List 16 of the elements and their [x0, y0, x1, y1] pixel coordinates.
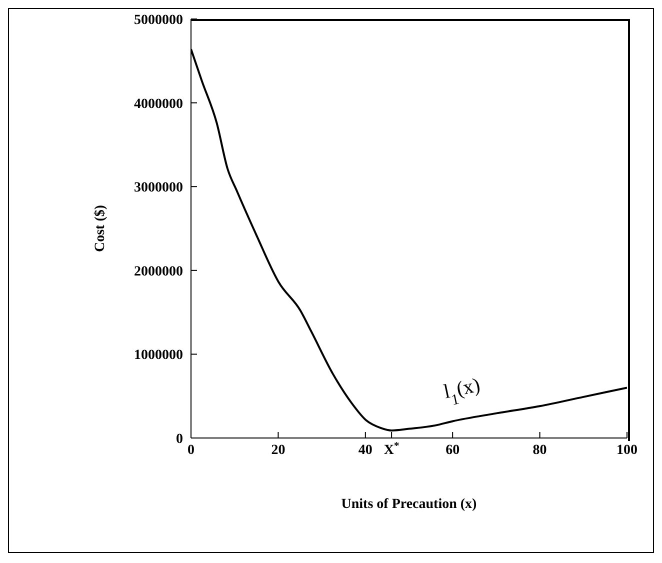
annotation: l$_{1}$(x) — [442, 374, 482, 409]
y-tick-label: 4000000 — [134, 96, 183, 112]
x-tick-label: X$^{*}$ — [384, 440, 400, 458]
x-tick-label: 60 — [446, 443, 460, 458]
y-tick-label: 5000000 — [134, 12, 183, 28]
y-tick-label: 3000000 — [134, 180, 183, 196]
x-tick-label: 80 — [532, 443, 547, 458]
y-tick-label: 2000000 — [134, 264, 183, 280]
x-tick-label: 0 — [188, 443, 194, 458]
y-tick-label: 1000000 — [134, 348, 183, 364]
x-tick-label: 20 — [271, 443, 286, 458]
y-tick-label: 0 — [176, 432, 183, 447]
x-tick-label: 40 — [358, 443, 372, 458]
x-tick-label: 100 — [616, 443, 638, 458]
y-axis-title: Cost ($) — [92, 204, 108, 252]
x-axis-title: Units of Precaution (x) — [341, 497, 478, 512]
